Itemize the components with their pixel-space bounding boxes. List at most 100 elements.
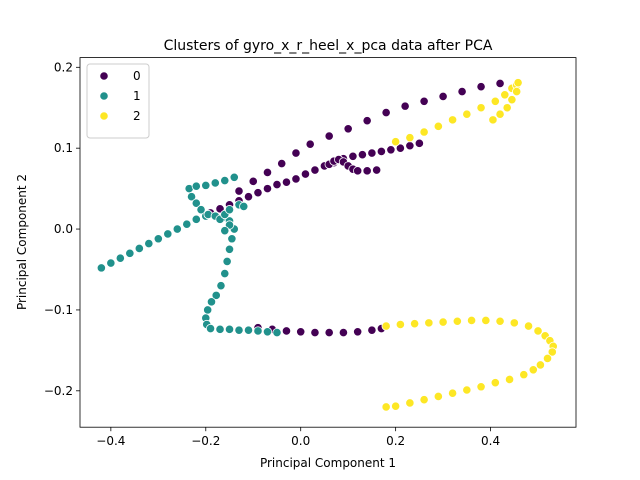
data-point-cluster-2 [466,315,477,326]
data-point-cluster-2 [391,137,401,147]
data-point-cluster-0 [353,166,363,176]
data-point-cluster-1 [262,327,273,337]
data-point-cluster-1 [229,172,239,182]
x-tick-label: −0.2 [191,434,220,448]
data-point-cluster-0 [386,145,396,155]
data-point-cluster-0 [338,327,349,338]
data-point-cluster-2 [447,115,458,125]
data-point-cluster-1 [215,324,225,334]
points-layer [96,78,558,412]
data-point-cluster-2 [519,370,529,380]
data-point-cluster-0 [372,165,382,175]
data-point-cluster-1 [220,226,230,236]
data-point-cluster-0 [376,146,386,157]
data-point-cluster-1 [224,205,235,215]
plot-frame [79,57,577,428]
data-point-cluster-1 [206,297,217,307]
data-point-cluster-2 [504,374,515,385]
data-point-cluster-1 [203,305,213,315]
data-point-cluster-2 [528,365,538,375]
data-point-cluster-1 [182,219,192,229]
data-point-cluster-0 [395,143,405,153]
data-point-cluster-2 [502,103,512,113]
data-point-cluster-0 [310,165,320,175]
data-point-cluster-0 [262,184,273,194]
data-point-cluster-2 [513,78,523,88]
data-point-cluster-1 [144,239,154,249]
data-point-cluster-0 [281,326,292,336]
data-point-cluster-0 [400,101,410,111]
data-point-cluster-1 [172,224,182,234]
data-point-cluster-0 [438,91,448,102]
data-point-cluster-1 [234,325,244,335]
data-point-cluster-0 [234,186,244,196]
legend: 0 1 2 [86,63,150,139]
y-axis-ticks: −0.2 −0.1 0.0 0.1 0.2 [44,60,80,398]
data-point-cluster-0 [291,174,301,184]
data-point-cluster-1 [125,248,135,258]
data-point-cluster-1 [191,214,201,224]
data-point-cluster-0 [367,148,377,158]
data-point-cluster-0 [253,188,263,198]
data-point-cluster-0 [305,139,315,149]
data-point-cluster-0 [248,176,258,186]
y-tick-label: −0.2 [44,384,73,398]
data-point-cluster-1 [222,256,232,267]
data-point-cluster-2 [547,347,557,357]
data-point-cluster-1 [201,180,211,190]
data-point-cluster-1 [210,178,220,188]
legend-marker-2 [99,111,109,121]
data-point-cluster-1 [272,327,282,338]
y-axis-label: Principal Component 2 [15,174,29,310]
data-point-cluster-0 [367,325,377,335]
data-point-cluster-1 [224,324,235,334]
data-point-cluster-2 [395,319,405,330]
data-point-cluster-0 [357,150,368,160]
x-tick-label: 0.0 [291,434,310,448]
data-point-cluster-0 [343,124,353,134]
data-point-cluster-2 [419,395,429,405]
data-point-cluster-2 [476,382,486,392]
data-point-cluster-2 [424,318,434,328]
data-point-cluster-2 [462,385,472,395]
data-point-cluster-2 [381,402,391,412]
data-point-cluster-2 [419,127,429,137]
data-point-cluster-2 [495,316,505,326]
data-point-cluster-0 [362,116,372,126]
data-point-cluster-0 [381,108,391,118]
data-point-cluster-1 [220,175,230,186]
data-point-cluster-1 [224,244,235,254]
data-point-cluster-2 [523,321,534,331]
data-point-cluster-2 [410,319,420,329]
data-point-cluster-2 [542,353,553,364]
data-point-cluster-2 [405,133,415,143]
chart-title: Clusters of gyro_x_r_heel_x_pca data aft… [164,38,493,54]
data-point-cluster-1 [253,326,263,336]
data-point-cluster-0 [405,141,415,151]
data-point-cluster-1 [134,243,144,254]
data-point-cluster-2 [488,115,498,125]
data-point-cluster-2 [433,121,443,131]
y-tick-label: 0.1 [54,141,73,155]
data-point-cluster-2 [490,378,500,388]
data-point-cluster-0 [324,327,334,338]
data-point-cluster-0 [419,96,429,106]
data-point-cluster-0 [495,78,505,89]
data-point-cluster-2 [507,95,517,105]
data-point-cluster-0 [457,86,467,97]
data-point-cluster-1 [186,192,197,202]
data-point-cluster-2 [533,326,543,336]
data-point-cluster-2 [381,321,391,331]
data-point-cluster-2 [433,391,443,402]
data-point-cluster-0 [277,158,287,169]
data-point-cluster-0 [414,138,424,148]
data-point-cluster-1 [239,201,249,212]
x-axis-label: Principal Component 1 [260,456,396,470]
y-tick-label: 0.2 [54,60,73,74]
data-point-cluster-0 [353,327,363,337]
legend-marker-1 [99,91,109,101]
data-point-cluster-2 [405,398,415,408]
x-tick-label: 0.4 [481,434,500,448]
data-point-cluster-0 [291,148,301,158]
data-point-cluster-2 [490,96,500,106]
